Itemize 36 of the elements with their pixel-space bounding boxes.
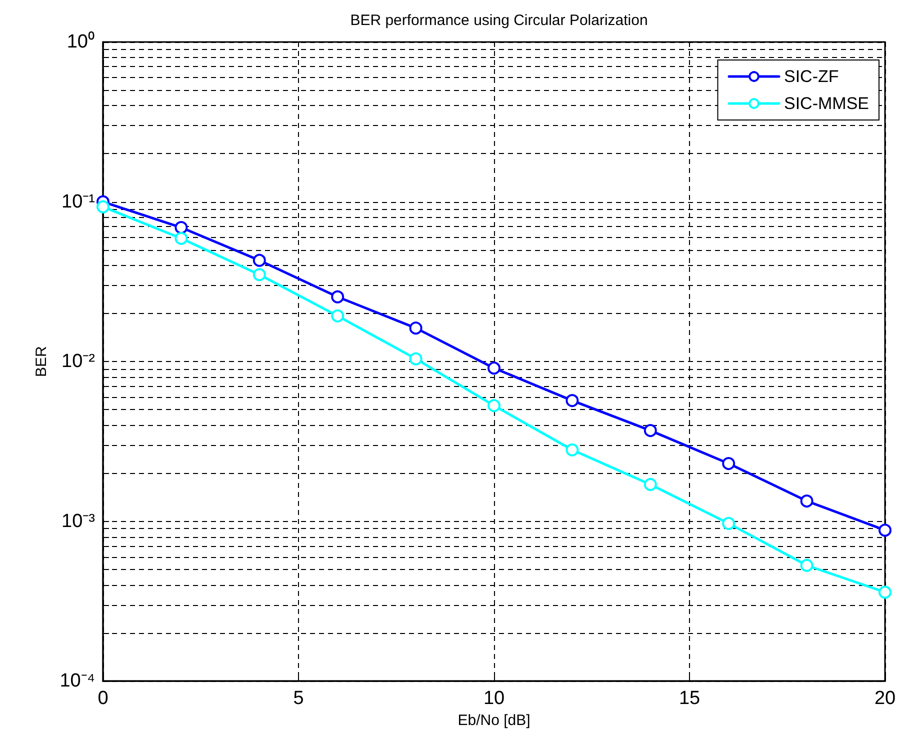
x-tick-label: 20 [874, 688, 896, 710]
y-tick-label: 10⁻⁴ [60, 670, 95, 692]
point [644, 478, 657, 491]
x-tick-label: 15 [678, 688, 700, 710]
chart-title: BER performance using Circular Polarization [350, 12, 648, 29]
point [566, 394, 579, 408]
point [488, 399, 500, 412]
point [252, 268, 266, 282]
legend-label: SIC-ZF [784, 67, 839, 86]
point [96, 200, 110, 214]
point [488, 362, 500, 375]
x-tick-label: 0 [98, 688, 108, 710]
point [331, 309, 344, 322]
y-tick-label: 10⁻² [62, 351, 95, 372]
point [252, 254, 266, 267]
point [800, 494, 814, 508]
legend-label: SIC-MMSE [784, 94, 869, 113]
point [409, 322, 422, 335]
y-tick-label: 10⁰ [66, 30, 95, 52]
point [722, 516, 736, 530]
point [331, 290, 344, 304]
point [644, 424, 657, 438]
point [878, 586, 892, 599]
y-axis-title: BER [32, 346, 50, 377]
point [722, 457, 736, 470]
point [878, 524, 892, 537]
point [800, 558, 814, 572]
point [566, 443, 579, 456]
point [409, 352, 422, 366]
y-tick-label: 10⁻¹ [62, 191, 95, 212]
point [174, 221, 188, 234]
point [174, 232, 188, 245]
x-tick-label: 5 [293, 688, 304, 710]
x-tick-label: 10 [483, 688, 505, 710]
y-tick-label: 10⁻³ [62, 510, 95, 532]
x-axis-title: Eb/No [dB] [458, 712, 530, 729]
